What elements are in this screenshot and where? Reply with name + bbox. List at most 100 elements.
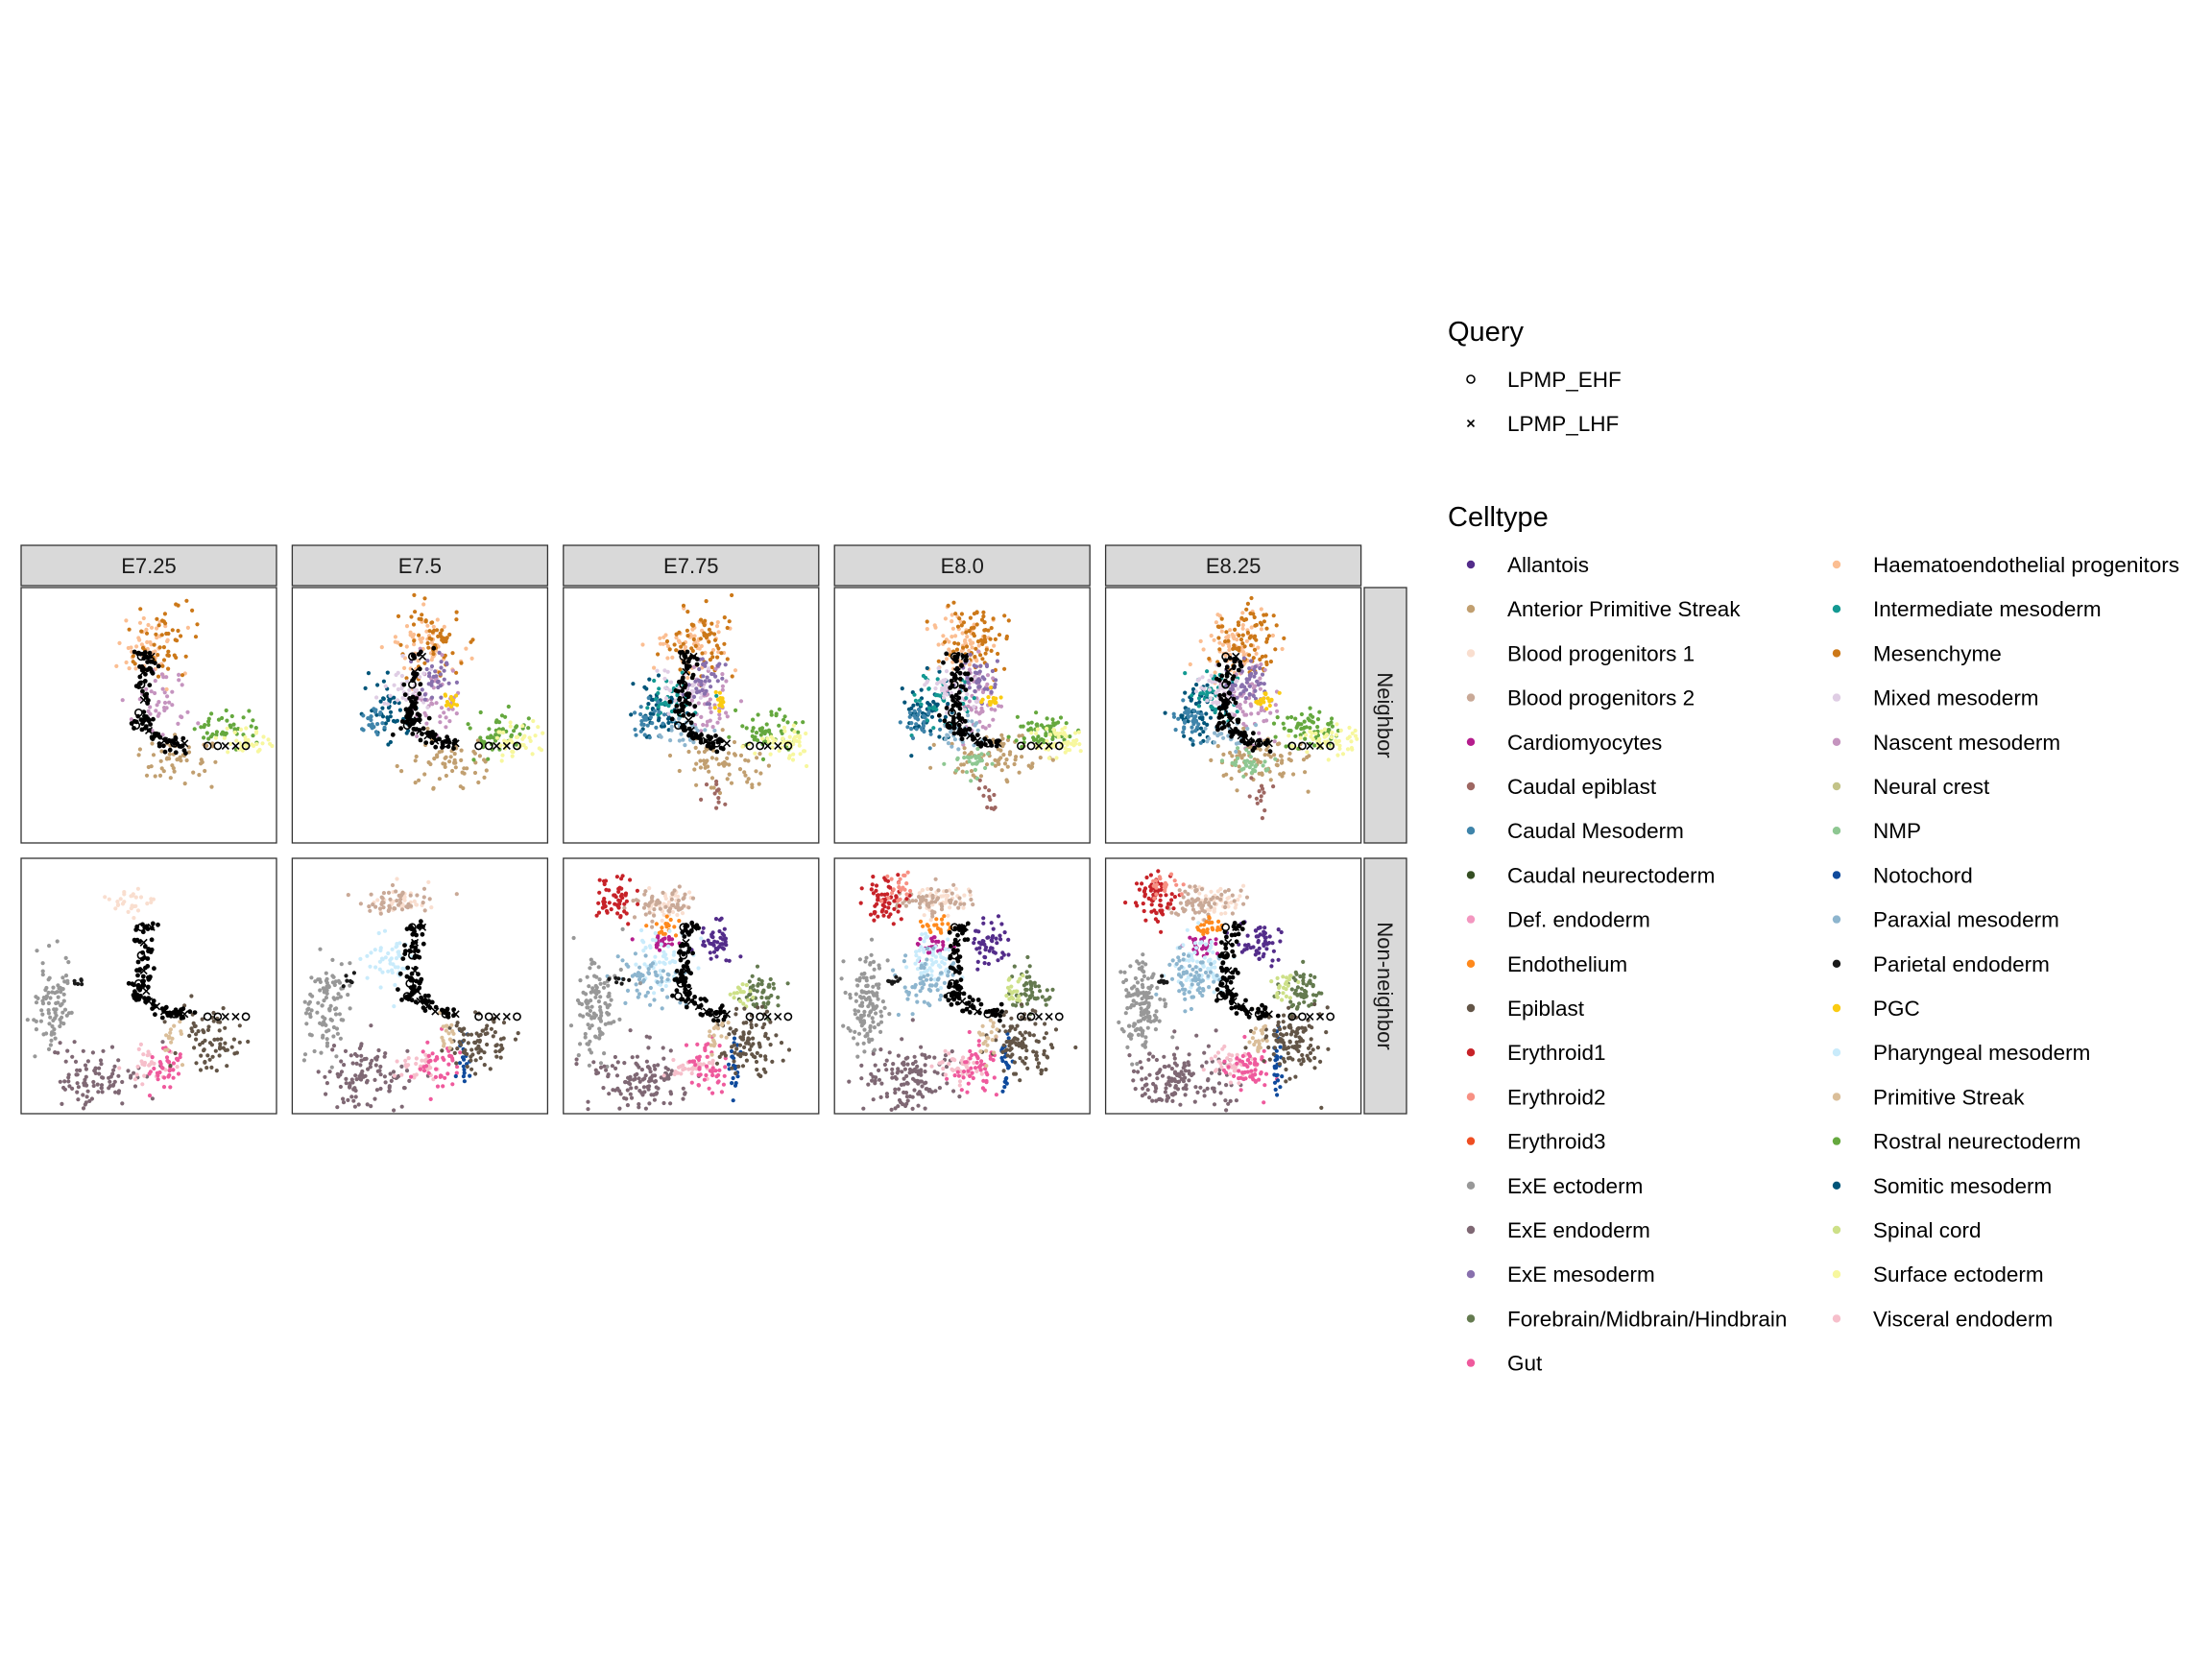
cell-point xyxy=(677,716,682,721)
cell-point xyxy=(83,1063,88,1068)
cell-point xyxy=(723,662,728,667)
cell-point xyxy=(1264,707,1269,711)
cell-point xyxy=(339,1059,344,1064)
cell-point xyxy=(178,1052,182,1057)
cell-point xyxy=(614,1073,620,1078)
cell-point xyxy=(993,637,998,642)
query-point xyxy=(399,998,404,1002)
cell-point xyxy=(473,1058,478,1063)
cell-point xyxy=(1280,758,1285,763)
cell-point xyxy=(48,996,53,1000)
cell-point xyxy=(100,1090,105,1094)
cell-point xyxy=(962,746,967,751)
cell-point xyxy=(750,974,755,978)
cell-point xyxy=(78,1068,83,1072)
cell-point xyxy=(790,757,796,762)
cell-point xyxy=(724,958,729,963)
cell-point xyxy=(426,879,431,885)
cell-point xyxy=(1212,740,1216,745)
cell-point xyxy=(428,1096,433,1101)
cell-point xyxy=(527,735,532,740)
cell-point xyxy=(47,975,52,980)
cell-point xyxy=(661,1077,667,1082)
query-point xyxy=(951,675,957,681)
cell-point xyxy=(508,720,513,725)
cell-point xyxy=(1227,647,1232,653)
cell-point xyxy=(120,698,125,703)
cell-point xyxy=(307,999,312,1004)
cell-point xyxy=(1163,710,1167,715)
cell-point xyxy=(129,717,133,722)
cell-point xyxy=(634,962,638,967)
cell-point xyxy=(506,704,511,709)
cell-point xyxy=(1030,761,1035,766)
cell-point xyxy=(642,733,647,737)
cell-point xyxy=(55,939,60,944)
cell-point xyxy=(316,1070,321,1074)
cell-point xyxy=(647,677,652,682)
query-point xyxy=(951,731,957,736)
cell-point xyxy=(1002,666,1007,671)
cell-point xyxy=(214,733,219,737)
cell-point xyxy=(912,692,917,697)
query-point xyxy=(958,684,964,689)
cell-point xyxy=(190,608,195,613)
cell-point xyxy=(1219,616,1224,621)
cell-point xyxy=(35,949,39,953)
cell-point xyxy=(72,978,77,983)
cell-point xyxy=(501,730,506,735)
cell-point xyxy=(252,743,256,749)
cell-point xyxy=(510,754,515,758)
cell-point xyxy=(93,1066,98,1070)
cell-point xyxy=(969,779,974,783)
cell-point xyxy=(422,908,427,913)
cell-point xyxy=(435,755,440,759)
cell-point xyxy=(985,673,991,678)
cell-point xyxy=(325,1044,329,1048)
cell-point xyxy=(338,1036,343,1041)
cell-point xyxy=(254,741,259,747)
cell-point xyxy=(709,756,715,760)
cell-point xyxy=(184,757,189,763)
cell-point xyxy=(486,757,491,761)
cell-point xyxy=(483,759,488,764)
cell-point xyxy=(928,765,933,770)
cell-point xyxy=(1171,714,1177,719)
cell-point xyxy=(453,1073,458,1079)
cell-point xyxy=(959,612,965,616)
cell-point xyxy=(927,706,932,710)
cell-point xyxy=(704,599,709,604)
cell-point xyxy=(907,714,912,719)
cell-point xyxy=(641,722,646,728)
cell-point xyxy=(168,1064,173,1069)
cell-point xyxy=(585,1042,589,1046)
cell-point xyxy=(137,620,143,625)
cell-point xyxy=(672,925,677,929)
cell-point xyxy=(625,1103,631,1108)
cell-point xyxy=(1281,721,1286,726)
cell-point xyxy=(966,713,971,718)
cell-point xyxy=(175,1065,180,1070)
cell-point xyxy=(398,897,403,902)
cell-point xyxy=(714,954,719,959)
cell-point xyxy=(445,1071,450,1076)
cell-point xyxy=(1173,728,1178,733)
cell-point xyxy=(1337,746,1342,752)
cell-point xyxy=(708,632,712,637)
cell-point xyxy=(397,708,402,712)
cell-point xyxy=(588,966,592,971)
cell-point xyxy=(1182,726,1187,732)
cell-point xyxy=(703,728,708,733)
cell-point xyxy=(769,709,774,714)
cell-point xyxy=(162,1020,167,1024)
cell-point xyxy=(666,711,671,716)
cell-point xyxy=(386,950,391,956)
cell-point xyxy=(494,1054,499,1059)
cell-point xyxy=(204,731,209,735)
cell-point xyxy=(378,1086,383,1092)
cell-point xyxy=(1244,712,1249,717)
cell-point xyxy=(694,761,699,766)
query-point xyxy=(680,688,685,693)
cell-point xyxy=(412,592,417,598)
cell-point xyxy=(410,635,415,639)
